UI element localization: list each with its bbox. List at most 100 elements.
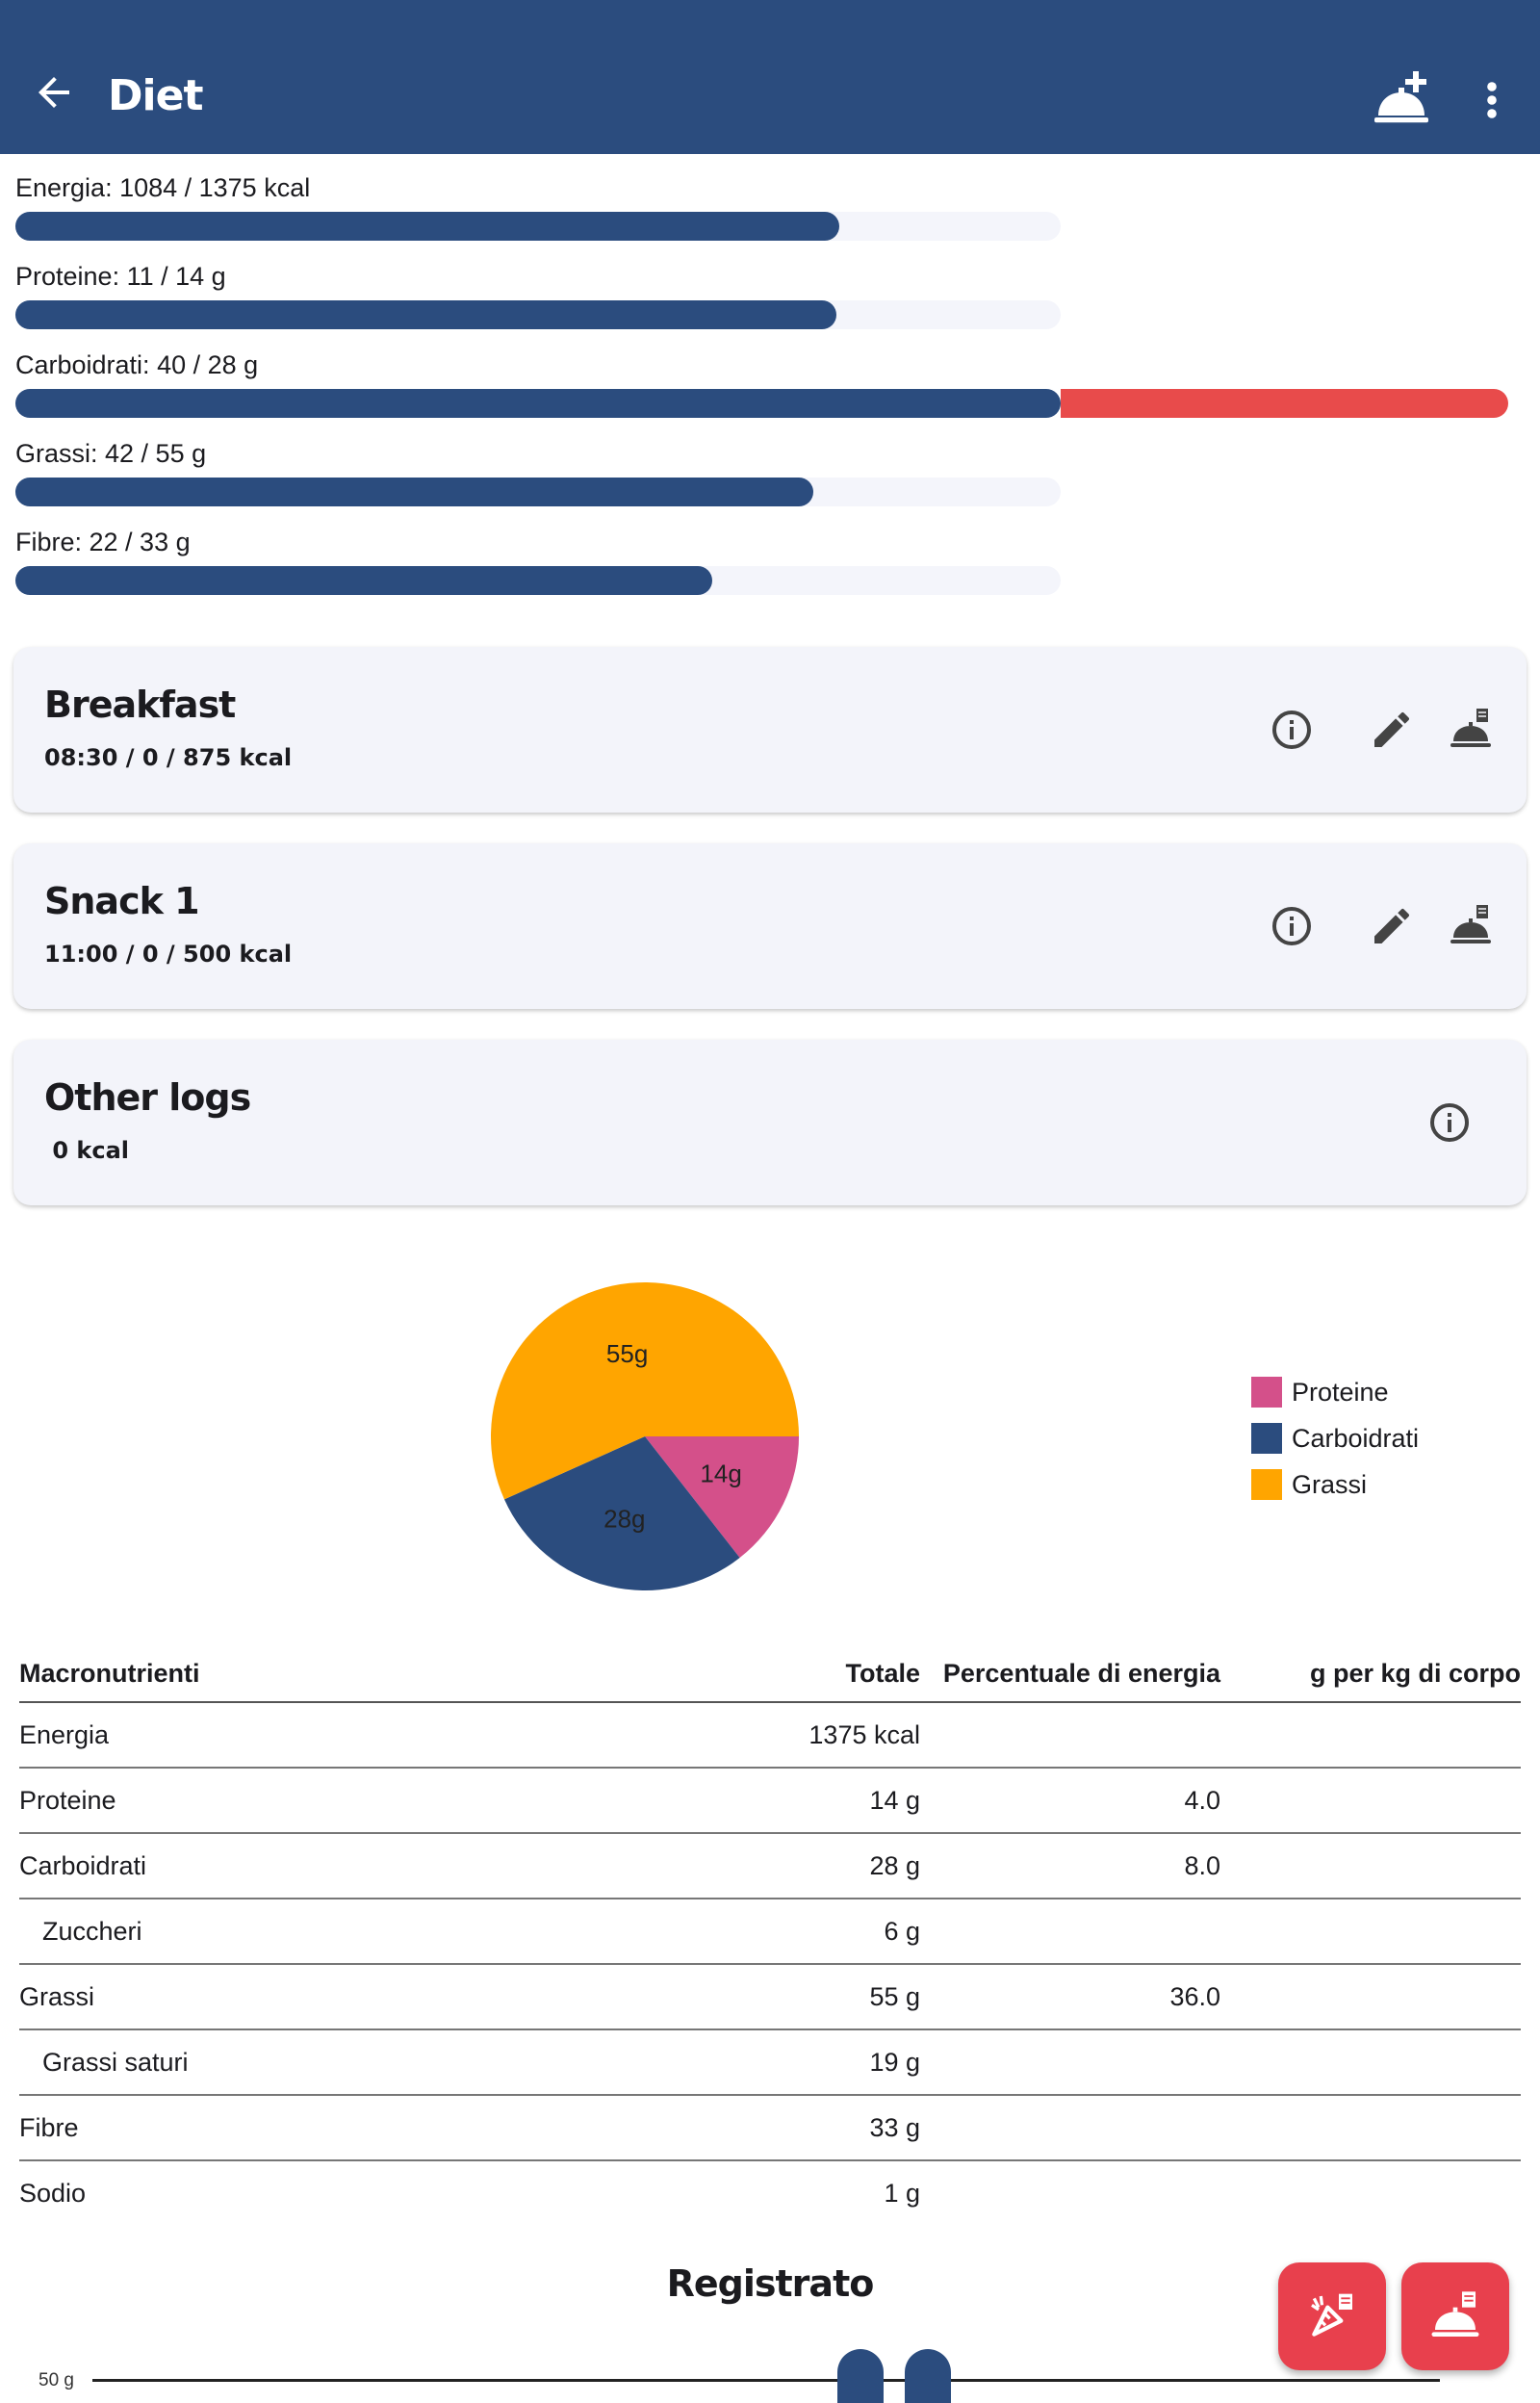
- cell-name: Energia: [19, 1702, 558, 1769]
- macro-label: Grassi: 42 / 55 g: [15, 439, 207, 468]
- column-header: Totale: [558, 1652, 920, 1703]
- cell-total: 19 g: [558, 2029, 920, 2096]
- pie-label: 55g: [606, 1339, 648, 1368]
- add-meal-fab[interactable]: [1401, 2262, 1509, 2370]
- progress-track: [15, 300, 1061, 329]
- cell-name: Grassi saturi: [19, 2029, 558, 2096]
- macro-fiber: Fibre: 22 / 33 g: [15, 526, 1525, 595]
- cell-name: Fibre: [19, 2095, 558, 2161]
- cell-percent: 4.0: [920, 1768, 1220, 1834]
- macro-protein: Proteine: 11 / 14 g: [15, 260, 1525, 329]
- progress-fill: [15, 478, 814, 506]
- nutrition-table: Macronutrienti Totale Percentuale di ene…: [19, 1652, 1521, 2226]
- info-icon[interactable]: [1426, 1099, 1473, 1146]
- pie-label: 14g: [700, 1460, 741, 1488]
- table-row: Grassi 55 g 36.0: [19, 1964, 1521, 2030]
- cell-percent: [920, 2095, 1220, 2161]
- cell-total: 33 g: [558, 2095, 920, 2161]
- pie-slice-proteine: [645, 1436, 799, 1559]
- logged-section-title: Registrato: [666, 2262, 875, 2305]
- column-header: g per kg di corpo: [1220, 1652, 1521, 1703]
- arrow-left-icon[interactable]: [31, 69, 77, 116]
- meal-title: Other logs: [44, 1076, 251, 1119]
- table-row: Zuccheri 6 g: [19, 1899, 1521, 1965]
- cell-percent: [920, 1702, 1220, 1769]
- progress-fill: [15, 566, 712, 595]
- meal-card-breakfast[interactable]: Breakfast 08:30 / 0 / 875 kcal: [13, 647, 1527, 813]
- axis-label: 50 g: [38, 2370, 74, 2390]
- table-row: Proteine 14 g 4.0: [19, 1768, 1521, 1834]
- legend-item: Proteine: [1251, 1369, 1419, 1415]
- cell-name: Proteine: [19, 1768, 558, 1834]
- progress-fill: [15, 389, 1061, 418]
- meal-card-other-logs[interactable]: Other logs 0 kcal: [13, 1040, 1527, 1205]
- cell-percent: [920, 2160, 1220, 2226]
- macro-carbs: Carboidrati: 40 / 28 g: [15, 349, 1525, 418]
- meal-title: Snack 1: [44, 880, 200, 922]
- macro-label: Carboidrati: 40 / 28 g: [15, 350, 259, 379]
- add-ingredient-fab[interactable]: [1278, 2262, 1386, 2370]
- pie-slice-carboidrati: [503, 1436, 740, 1590]
- progress-overflow: [1061, 389, 1509, 418]
- progress-track: [15, 389, 1509, 418]
- cell-percent: 36.0: [920, 1964, 1220, 2030]
- macro-energy: Energia: 1084 / 1375 kcal: [15, 171, 1525, 241]
- cell-total: 1 g: [884, 2179, 920, 2208]
- cell-name: Grassi: [19, 1964, 558, 2030]
- pie-svg: 14g 28g 55g: [491, 1282, 799, 1590]
- cell-perkg: [1220, 2095, 1521, 2161]
- edit-icon[interactable]: [1369, 707, 1415, 753]
- legend-swatch: [1251, 1469, 1282, 1500]
- more-vert-icon[interactable]: [1475, 77, 1509, 123]
- legend-swatch: [1251, 1377, 1282, 1408]
- table-row: Fibre 33 g: [19, 2095, 1521, 2161]
- page-title: Diet: [108, 71, 203, 120]
- add-meal-icon[interactable]: [1371, 69, 1432, 131]
- meal-card-snack[interactable]: Snack 1 11:00 / 0 / 500 kcal: [13, 843, 1527, 1009]
- meal-subtitle: 11:00 / 0 / 500 kcal: [44, 941, 293, 968]
- cell-perkg: [1220, 1833, 1521, 1899]
- column-header: Percentuale di energia: [920, 1652, 1220, 1703]
- chart-legend: Proteine Carboidrati Grassi: [1251, 1369, 1419, 1508]
- pie-slice-grassi: [491, 1282, 799, 1500]
- cell-name: Sodio: [19, 2179, 87, 2208]
- column-header: Macronutrienti: [19, 1652, 558, 1703]
- table-row: Energia 1375 kcal: [19, 1702, 1521, 1769]
- cell-perkg: [1220, 1899, 1521, 1965]
- cell-percent: [920, 1899, 1220, 1965]
- cell-percent: [920, 2029, 1220, 2096]
- progress-track: [15, 478, 1061, 506]
- app-bar: Diet: [0, 0, 1540, 154]
- cell-total: 28 g: [558, 1833, 920, 1899]
- legend-label: Grassi: [1292, 1469, 1368, 1499]
- log-meal-icon[interactable]: [1448, 707, 1494, 753]
- edit-icon[interactable]: [1369, 903, 1415, 949]
- legend-label: Proteine: [1292, 1377, 1389, 1407]
- cell-perkg: [1220, 2029, 1521, 2096]
- legend-item: Carboidrati: [1251, 1415, 1419, 1461]
- macro-pie-chart: 14g 28g 55g: [481, 1273, 808, 1600]
- logged-bar: [837, 2349, 884, 2403]
- info-icon[interactable]: [1269, 707, 1315, 753]
- legend-swatch: [1251, 1423, 1282, 1454]
- axis-line: [92, 2379, 1440, 2382]
- add-meal-icon: [1431, 2291, 1479, 2337]
- logged-bar: [905, 2349, 951, 2403]
- log-meal-icon[interactable]: [1448, 903, 1494, 949]
- cell-name: Zuccheri: [19, 1899, 558, 1965]
- table-header-row: Macronutrienti Totale Percentuale di ene…: [19, 1652, 1521, 1703]
- cell-total: 1375 kcal: [558, 1702, 920, 1769]
- info-icon[interactable]: [1269, 903, 1315, 949]
- meal-title: Breakfast: [44, 684, 236, 726]
- table-row: Sodio 1 g: [19, 2160, 1521, 2226]
- progress-fill: [15, 212, 840, 241]
- progress-track: [15, 566, 1061, 595]
- cell-total: 6 g: [558, 1899, 920, 1965]
- meal-subtitle: 08:30 / 0 / 875 kcal: [44, 744, 293, 771]
- cell-total: 55 g: [558, 1964, 920, 2030]
- legend-item: Grassi: [1251, 1461, 1419, 1508]
- progress-fill: [15, 300, 837, 329]
- macro-fat: Grassi: 42 / 55 g: [15, 437, 1525, 506]
- pie-label: 28g: [603, 1504, 645, 1533]
- add-ingredient-icon: [1311, 2293, 1352, 2337]
